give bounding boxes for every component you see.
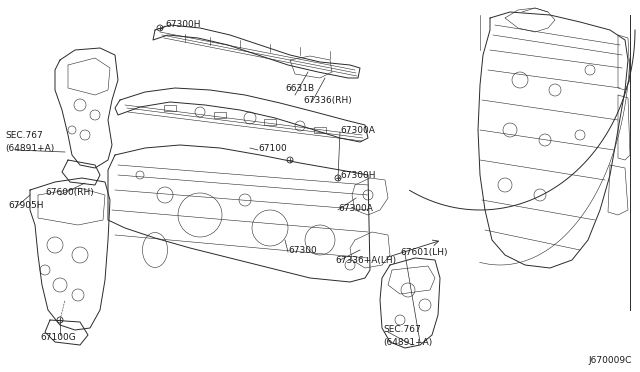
Text: J670009C: J670009C (589, 356, 632, 365)
Text: (64891+A): (64891+A) (5, 144, 54, 153)
Text: 67300H: 67300H (340, 170, 376, 180)
Text: 67300A: 67300A (338, 203, 373, 212)
Text: 67336(RH): 67336(RH) (303, 96, 352, 105)
Text: 67300A: 67300A (340, 125, 375, 135)
Text: 6631B: 6631B (285, 83, 314, 93)
Text: 67100G: 67100G (40, 333, 76, 341)
Text: 67300H: 67300H (165, 19, 200, 29)
Text: 67905H: 67905H (8, 201, 44, 209)
Text: 67600(RH): 67600(RH) (45, 187, 93, 196)
Bar (214, 112, 226, 118)
Bar (164, 105, 176, 111)
Text: 67100: 67100 (258, 144, 287, 153)
Bar (264, 119, 276, 125)
Text: 67300: 67300 (288, 246, 317, 254)
Text: 67336+A(LH): 67336+A(LH) (335, 256, 396, 264)
Bar (314, 127, 326, 133)
Text: 67601(LH): 67601(LH) (400, 247, 447, 257)
Text: (64891+A): (64891+A) (383, 339, 432, 347)
Text: SEC.767: SEC.767 (383, 326, 420, 334)
Text: SEC.767: SEC.767 (5, 131, 43, 140)
